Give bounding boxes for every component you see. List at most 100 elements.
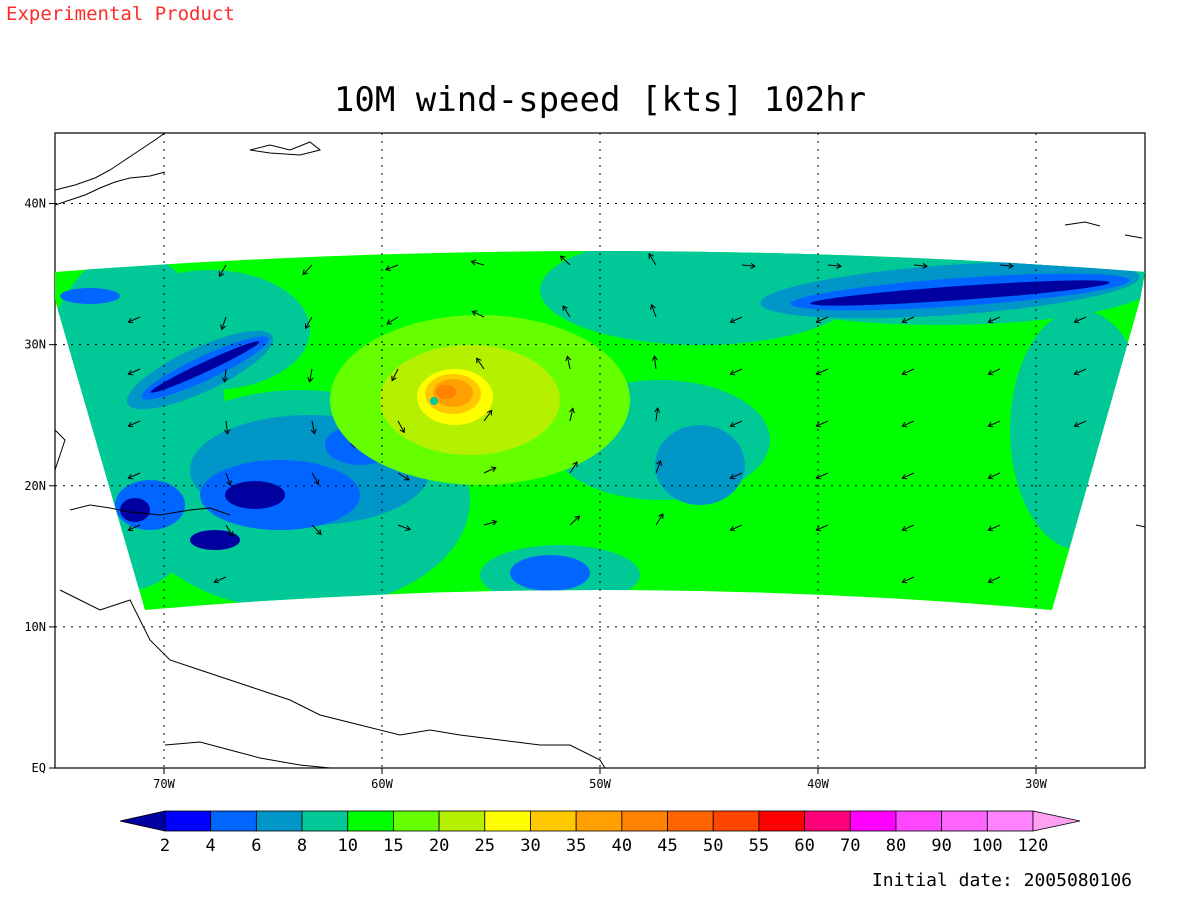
coastlines [55,133,1145,768]
colorbar-segment [575,810,623,832]
colorbar-label: 15 [383,836,403,856]
wind-arrow [127,524,141,532]
colorbar-segment [438,810,486,832]
lat-tick-label: EQ [32,761,46,775]
wind-arrow [729,524,743,532]
colorbar-label: 45 [657,836,677,856]
colorbar-segment [621,810,668,832]
wind-arrow [559,255,571,266]
wind-arrow [127,316,141,324]
map-title: 10M wind-speed [kts] 102hr [333,80,867,120]
wind-arrow [987,472,1001,480]
wind-arrow [483,466,497,474]
wind-arrow [218,264,227,278]
colorbar-segment [667,810,714,832]
wind-arrow [901,316,915,324]
colorbar-label: 6 [251,836,261,856]
wind-arrow [729,472,743,480]
colorbar-label: 70 [840,836,860,856]
graticule [55,133,1145,768]
wind-arrow [987,576,1001,584]
lon-tick-label: 50W [589,777,611,791]
wind-arrow [815,420,829,428]
colorbar-segment [210,810,257,832]
colorbar-label: 8 [297,836,307,856]
lat-tick-label: 10N [24,620,46,634]
wind-arrow [987,316,1001,324]
wind-arrow [391,368,399,382]
colorbar-segment [758,810,805,832]
colorbar-segment [484,810,531,832]
colorbar-label: 30 [520,836,540,856]
wind-arrow [483,409,493,422]
wind-arrow [901,420,915,428]
wind-arrow [225,472,232,487]
wind-arrow [562,305,571,318]
wind-arrow [397,420,405,434]
wind-vectors [127,253,1087,584]
wind-arrow [127,472,141,480]
wind-arrow [225,524,234,538]
wind-arrow [648,253,657,266]
colorbar-segment [530,810,577,832]
wind-arrow [1073,316,1087,324]
colorbar-segment [804,810,851,832]
colorbar: 2 4 6 8 10 15 20 25 30 35 40 45 50 55 60 70 80 90 100 120 [119,810,1081,856]
wind-arrow [220,316,227,331]
wind-arrow [654,407,661,422]
wind-arrow [127,368,141,376]
wind-arrow [987,368,1001,376]
wind-arrow [901,576,915,584]
wind-arrow [569,461,578,474]
wind-arrow [471,310,485,318]
wind-arrow [741,262,756,269]
wind-arrow [307,368,314,383]
colorbar-segment [849,810,897,832]
wind-arrow [311,524,322,536]
lat-tick-label: 20N [24,479,46,493]
initial-date-label: Initial date: 2005080106 [871,870,1132,891]
lat-tick-label: 30N [24,338,46,352]
wind-arrow [987,524,1001,532]
wind-arrow [483,519,498,526]
colorbar-label: 2 [160,836,170,856]
wind-arrow [1073,420,1087,428]
lon-tick-label: 60W [371,777,393,791]
wind-arrow [476,357,485,370]
wind-arrow [913,262,928,269]
wind-arrow [729,316,743,324]
wind-arrow [999,262,1014,269]
colorbar-segment [712,810,760,832]
wind-arrow [901,368,915,376]
wind-arrow [222,368,228,383]
colorbar-segment [255,810,303,832]
colorbar-segment [301,810,349,832]
colorbar-label: 100 [972,836,1003,856]
colorbar-label: 50 [703,836,723,856]
colorbar-segment [164,810,212,832]
colorbar-min-arrow [119,810,166,832]
wind-arrow [650,303,657,318]
lon-tick-label: 30W [1025,777,1047,791]
wind-arrow [565,355,572,370]
colorbar-label: 60 [794,836,814,856]
axes: 70W 60W 50W 40W 30W EQ 10N 20N 30N 40N [24,197,1047,791]
wind-arrow [815,316,829,324]
lon-tick-label: 70W [153,777,175,791]
colorbar-label: 10 [337,836,357,856]
wind-arrow [310,420,317,435]
colorbar-label: 35 [566,836,586,856]
colorbar-label: 120 [1018,836,1049,856]
lat-tick-label: 40N [24,197,46,211]
wind-arrow [470,259,485,266]
wind-arrow [729,420,743,428]
wind-arrow [729,368,743,376]
colorbar-label: 90 [931,836,951,856]
colorbar-segment [895,810,943,832]
colorbar-label: 20 [429,836,449,856]
wind-arrow [568,407,575,422]
wind-speed-field [55,251,1145,610]
wind-arrow [304,316,313,330]
wind-arrow [569,515,581,526]
